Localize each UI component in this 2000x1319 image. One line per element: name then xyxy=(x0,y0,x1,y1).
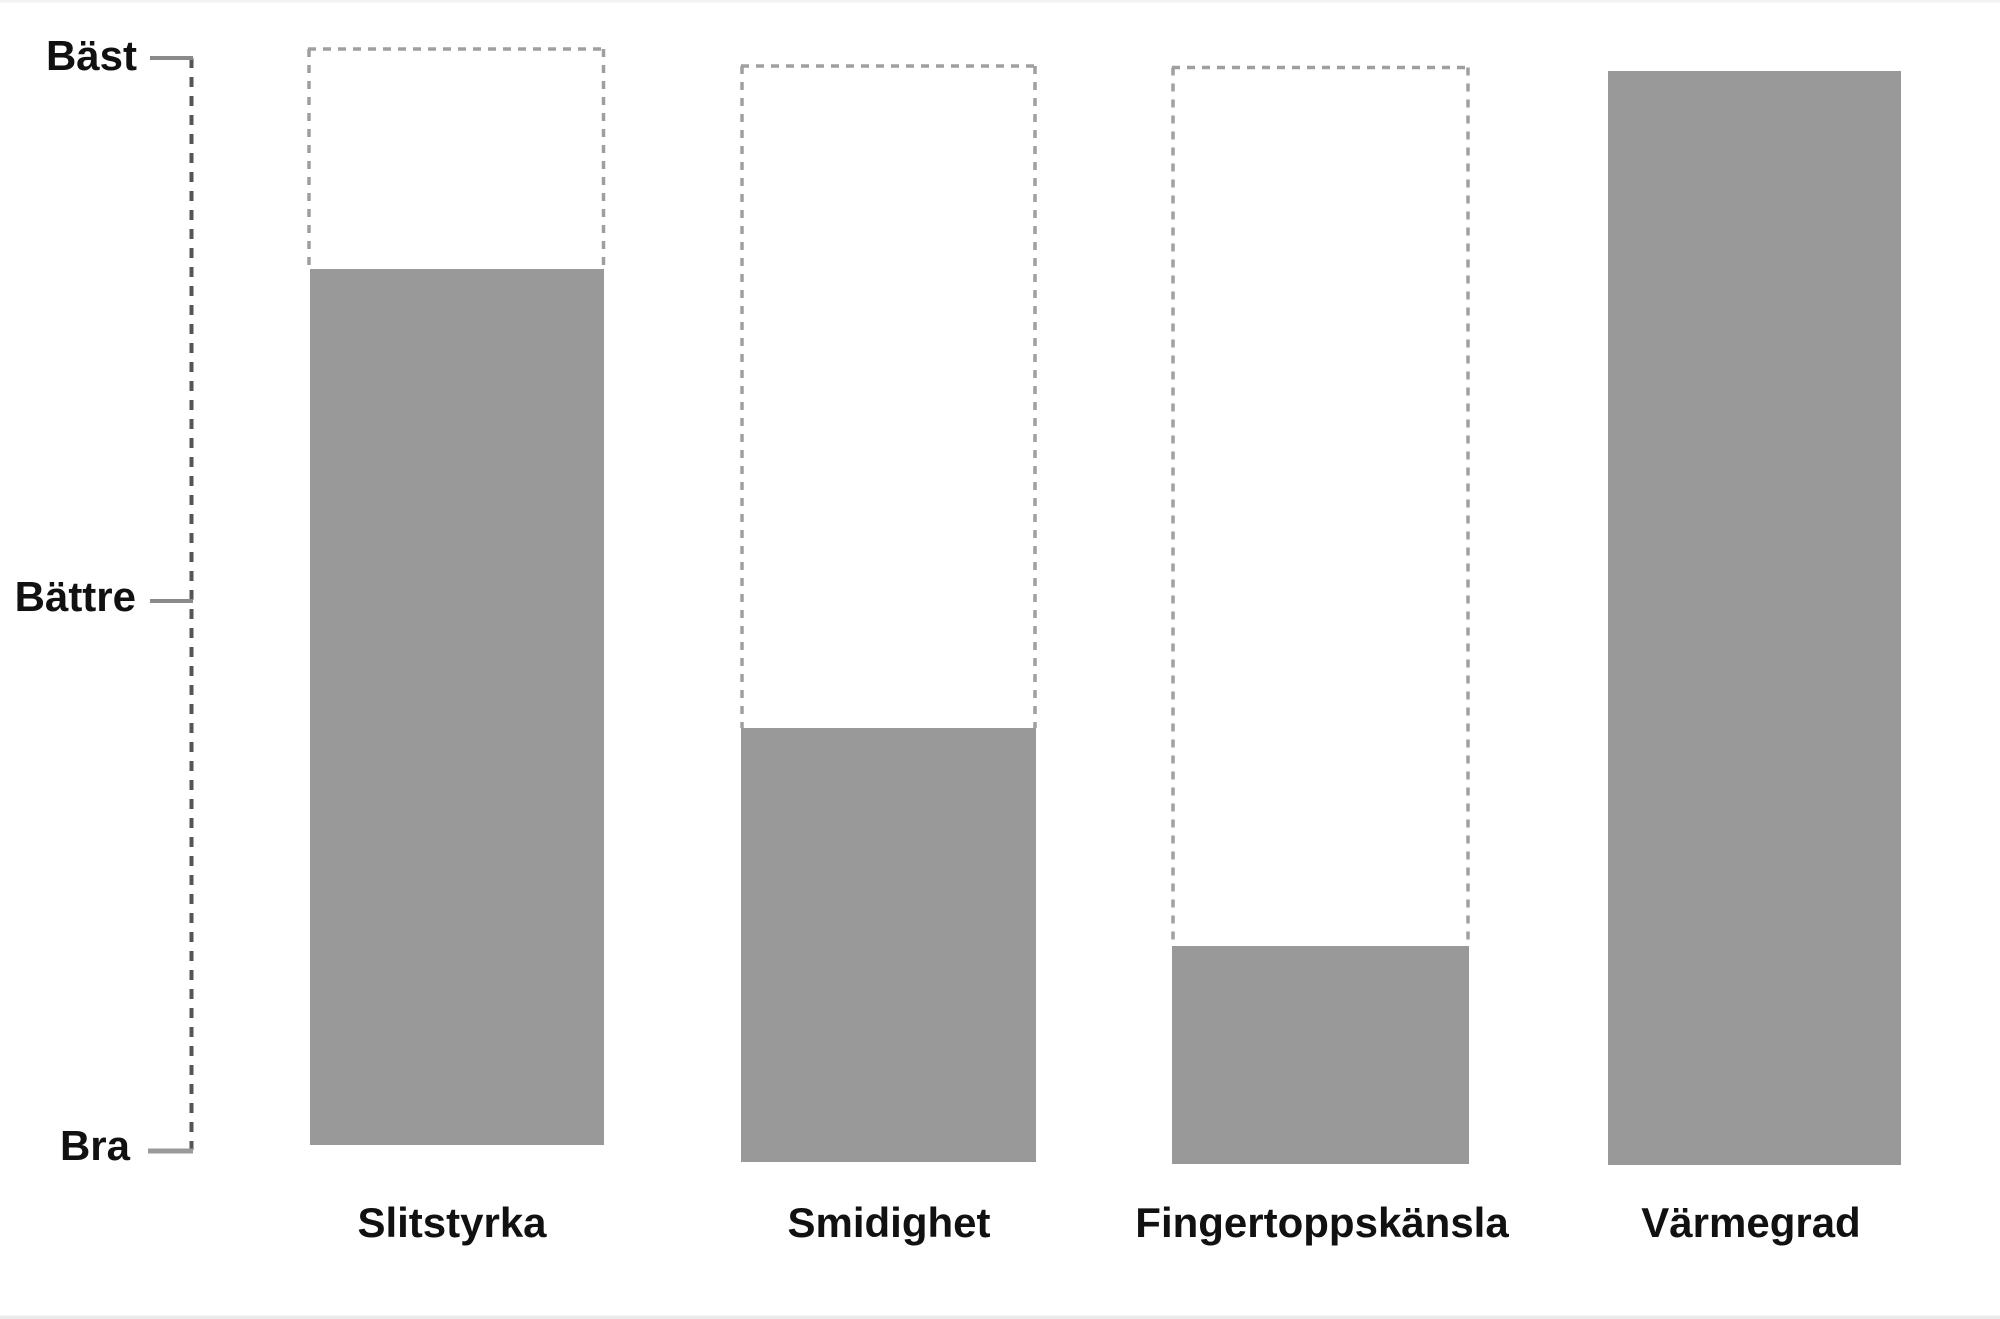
svg-text:Bra: Bra xyxy=(60,1122,131,1169)
svg-text:Slitstyrka: Slitstyrka xyxy=(357,1199,547,1246)
svg-text:Smidighet: Smidighet xyxy=(787,1199,990,1246)
svg-text:Bäst: Bäst xyxy=(46,32,137,79)
svg-text:Värmegrad: Värmegrad xyxy=(1641,1199,1860,1246)
svg-text:Fingertoppskänsla: Fingertoppskänsla xyxy=(1135,1199,1509,1246)
svg-text:Bättre: Bättre xyxy=(15,573,136,620)
